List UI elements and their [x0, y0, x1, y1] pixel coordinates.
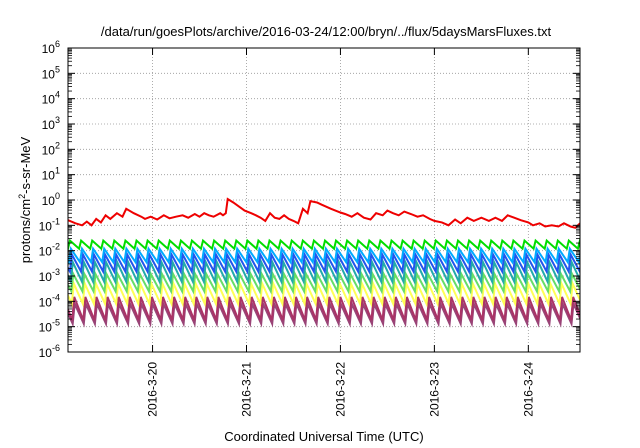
y-tick-label-base: 10 — [42, 194, 56, 208]
y-tick-label-exponent: 1 — [55, 166, 60, 176]
y-tick-label-exponent: -6 — [52, 343, 60, 353]
y-axis-label-superscript: 2 — [17, 194, 27, 199]
y-tick-label: 102 — [42, 140, 60, 157]
x-axis-label: Coordinated Universal Time (UTC) — [224, 429, 423, 444]
y-tick-label-base: 10 — [42, 42, 56, 56]
y-tick-label: 10-4 — [39, 292, 60, 309]
y-tick-label: 104 — [42, 90, 60, 107]
y-axis-label-base: protons/cm — [18, 199, 33, 263]
y-tick-label-base: 10 — [39, 245, 53, 259]
x-axis-ticks: 2016-3-20 2016-3-21 2016-3-22 2016-3-23 2016… — [146, 48, 535, 417]
series-line-6 — [68, 279, 580, 308]
y-tick-label: 106 — [42, 39, 60, 56]
y-axis-label-rest: -s-sr-MeV — [18, 136, 33, 193]
series-line-4 — [68, 258, 580, 286]
y-tick-label-exponent: -3 — [52, 267, 60, 277]
series-line-3 — [68, 251, 580, 275]
y-tick-label-base: 10 — [39, 219, 53, 233]
y-tick-label: 10-6 — [39, 343, 60, 360]
y-tick-label-exponent: 6 — [55, 39, 60, 49]
y-tick-label-base: 10 — [42, 118, 56, 132]
x-tick-label: 2016-3-20 — [146, 362, 160, 417]
y-tick-label: 10-3 — [39, 267, 60, 284]
y-axis-ticks: 10610510410310210110010-110-210-310-410-… — [39, 39, 580, 360]
series-line-0 — [68, 197, 580, 229]
y-tick-label-exponent: 3 — [55, 115, 60, 125]
y-axis-label: protons/cm2-s-sr-MeV — [17, 136, 33, 263]
y-tick-label-base: 10 — [42, 143, 56, 157]
y-tick-label-exponent: 2 — [55, 140, 60, 150]
y-tick-label: 100 — [42, 191, 60, 208]
y-tick-label: 10-1 — [39, 216, 60, 233]
x-tick-label: 2016-3-23 — [427, 362, 441, 417]
series-group — [68, 197, 580, 328]
series-line-1 — [68, 238, 580, 251]
series-line-7 — [68, 296, 580, 321]
y-tick-label-base: 10 — [39, 295, 53, 309]
y-tick-label: 101 — [42, 166, 60, 183]
y-tick-label-base: 10 — [42, 93, 56, 107]
y-tick-label: 105 — [42, 64, 60, 81]
chart-title: /data/run/goesPlots/archive/2016-03-24/1… — [101, 24, 552, 39]
y-tick-label-exponent: -2 — [52, 242, 60, 252]
y-tick-label: 10-2 — [39, 242, 60, 259]
y-tick-label-base: 10 — [42, 169, 56, 183]
y-tick-label-exponent: -1 — [52, 216, 60, 226]
x-tick-label: 2016-3-22 — [333, 362, 347, 417]
y-tick-label-exponent: 5 — [55, 64, 60, 74]
y-tick-label-base: 10 — [39, 346, 53, 360]
y-tick-label-exponent: 0 — [55, 191, 60, 201]
y-tick-label-base: 10 — [39, 321, 53, 335]
y-tick-label: 103 — [42, 115, 60, 132]
y-tick-label: 10-5 — [39, 318, 60, 335]
y-tick-label-exponent: -5 — [52, 318, 60, 328]
y-tick-label-exponent: 4 — [55, 90, 60, 100]
y-tick-label-base: 10 — [39, 270, 53, 284]
x-tick-label: 2016-3-24 — [521, 362, 535, 417]
series-line-2 — [68, 245, 580, 265]
series-line-5 — [68, 270, 580, 295]
y-tick-label-exponent: -4 — [52, 292, 60, 302]
series-line-8 — [68, 299, 580, 328]
y-tick-label-base: 10 — [42, 67, 56, 81]
x-tick-label: 2016-3-21 — [239, 362, 253, 417]
